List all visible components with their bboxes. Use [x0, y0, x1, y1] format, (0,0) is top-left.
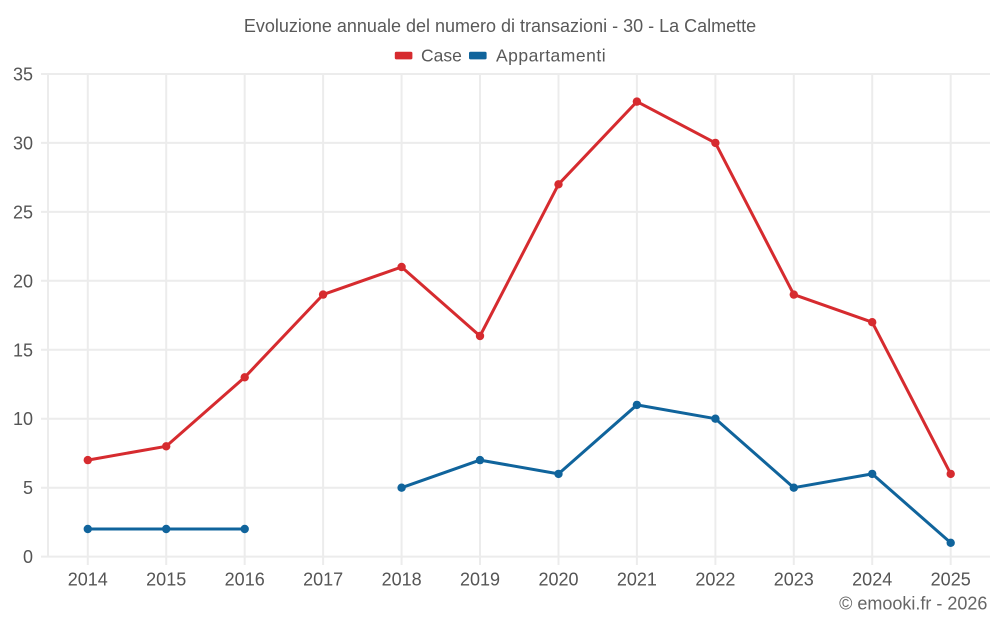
svg-text:2015: 2015: [146, 570, 186, 590]
svg-text:2016: 2016: [225, 570, 265, 590]
svg-text:© emooki.fr - 2026: © emooki.fr - 2026: [839, 593, 987, 613]
svg-text:2021: 2021: [617, 570, 657, 590]
svg-text:Appartamenti: Appartamenti: [496, 45, 606, 65]
svg-text:2025: 2025: [931, 570, 971, 590]
svg-text:Evoluzione annuale del numero: Evoluzione annuale del numero di transaz…: [244, 16, 756, 36]
svg-text:2017: 2017: [303, 570, 343, 590]
svg-text:Case: Case: [421, 45, 462, 65]
svg-text:2023: 2023: [774, 570, 814, 590]
svg-text:2019: 2019: [460, 570, 500, 590]
svg-text:2024: 2024: [852, 570, 892, 590]
svg-text:2022: 2022: [695, 570, 735, 590]
svg-text:2018: 2018: [382, 570, 422, 590]
svg-text:25: 25: [13, 202, 33, 222]
svg-text:35: 35: [13, 65, 33, 85]
svg-text:0: 0: [23, 547, 33, 567]
svg-text:30: 30: [13, 133, 33, 153]
svg-text:20: 20: [13, 271, 33, 291]
svg-text:2014: 2014: [68, 570, 108, 590]
svg-text:10: 10: [13, 409, 33, 429]
svg-text:5: 5: [23, 478, 33, 498]
svg-text:15: 15: [13, 340, 33, 360]
svg-text:2020: 2020: [538, 570, 578, 590]
